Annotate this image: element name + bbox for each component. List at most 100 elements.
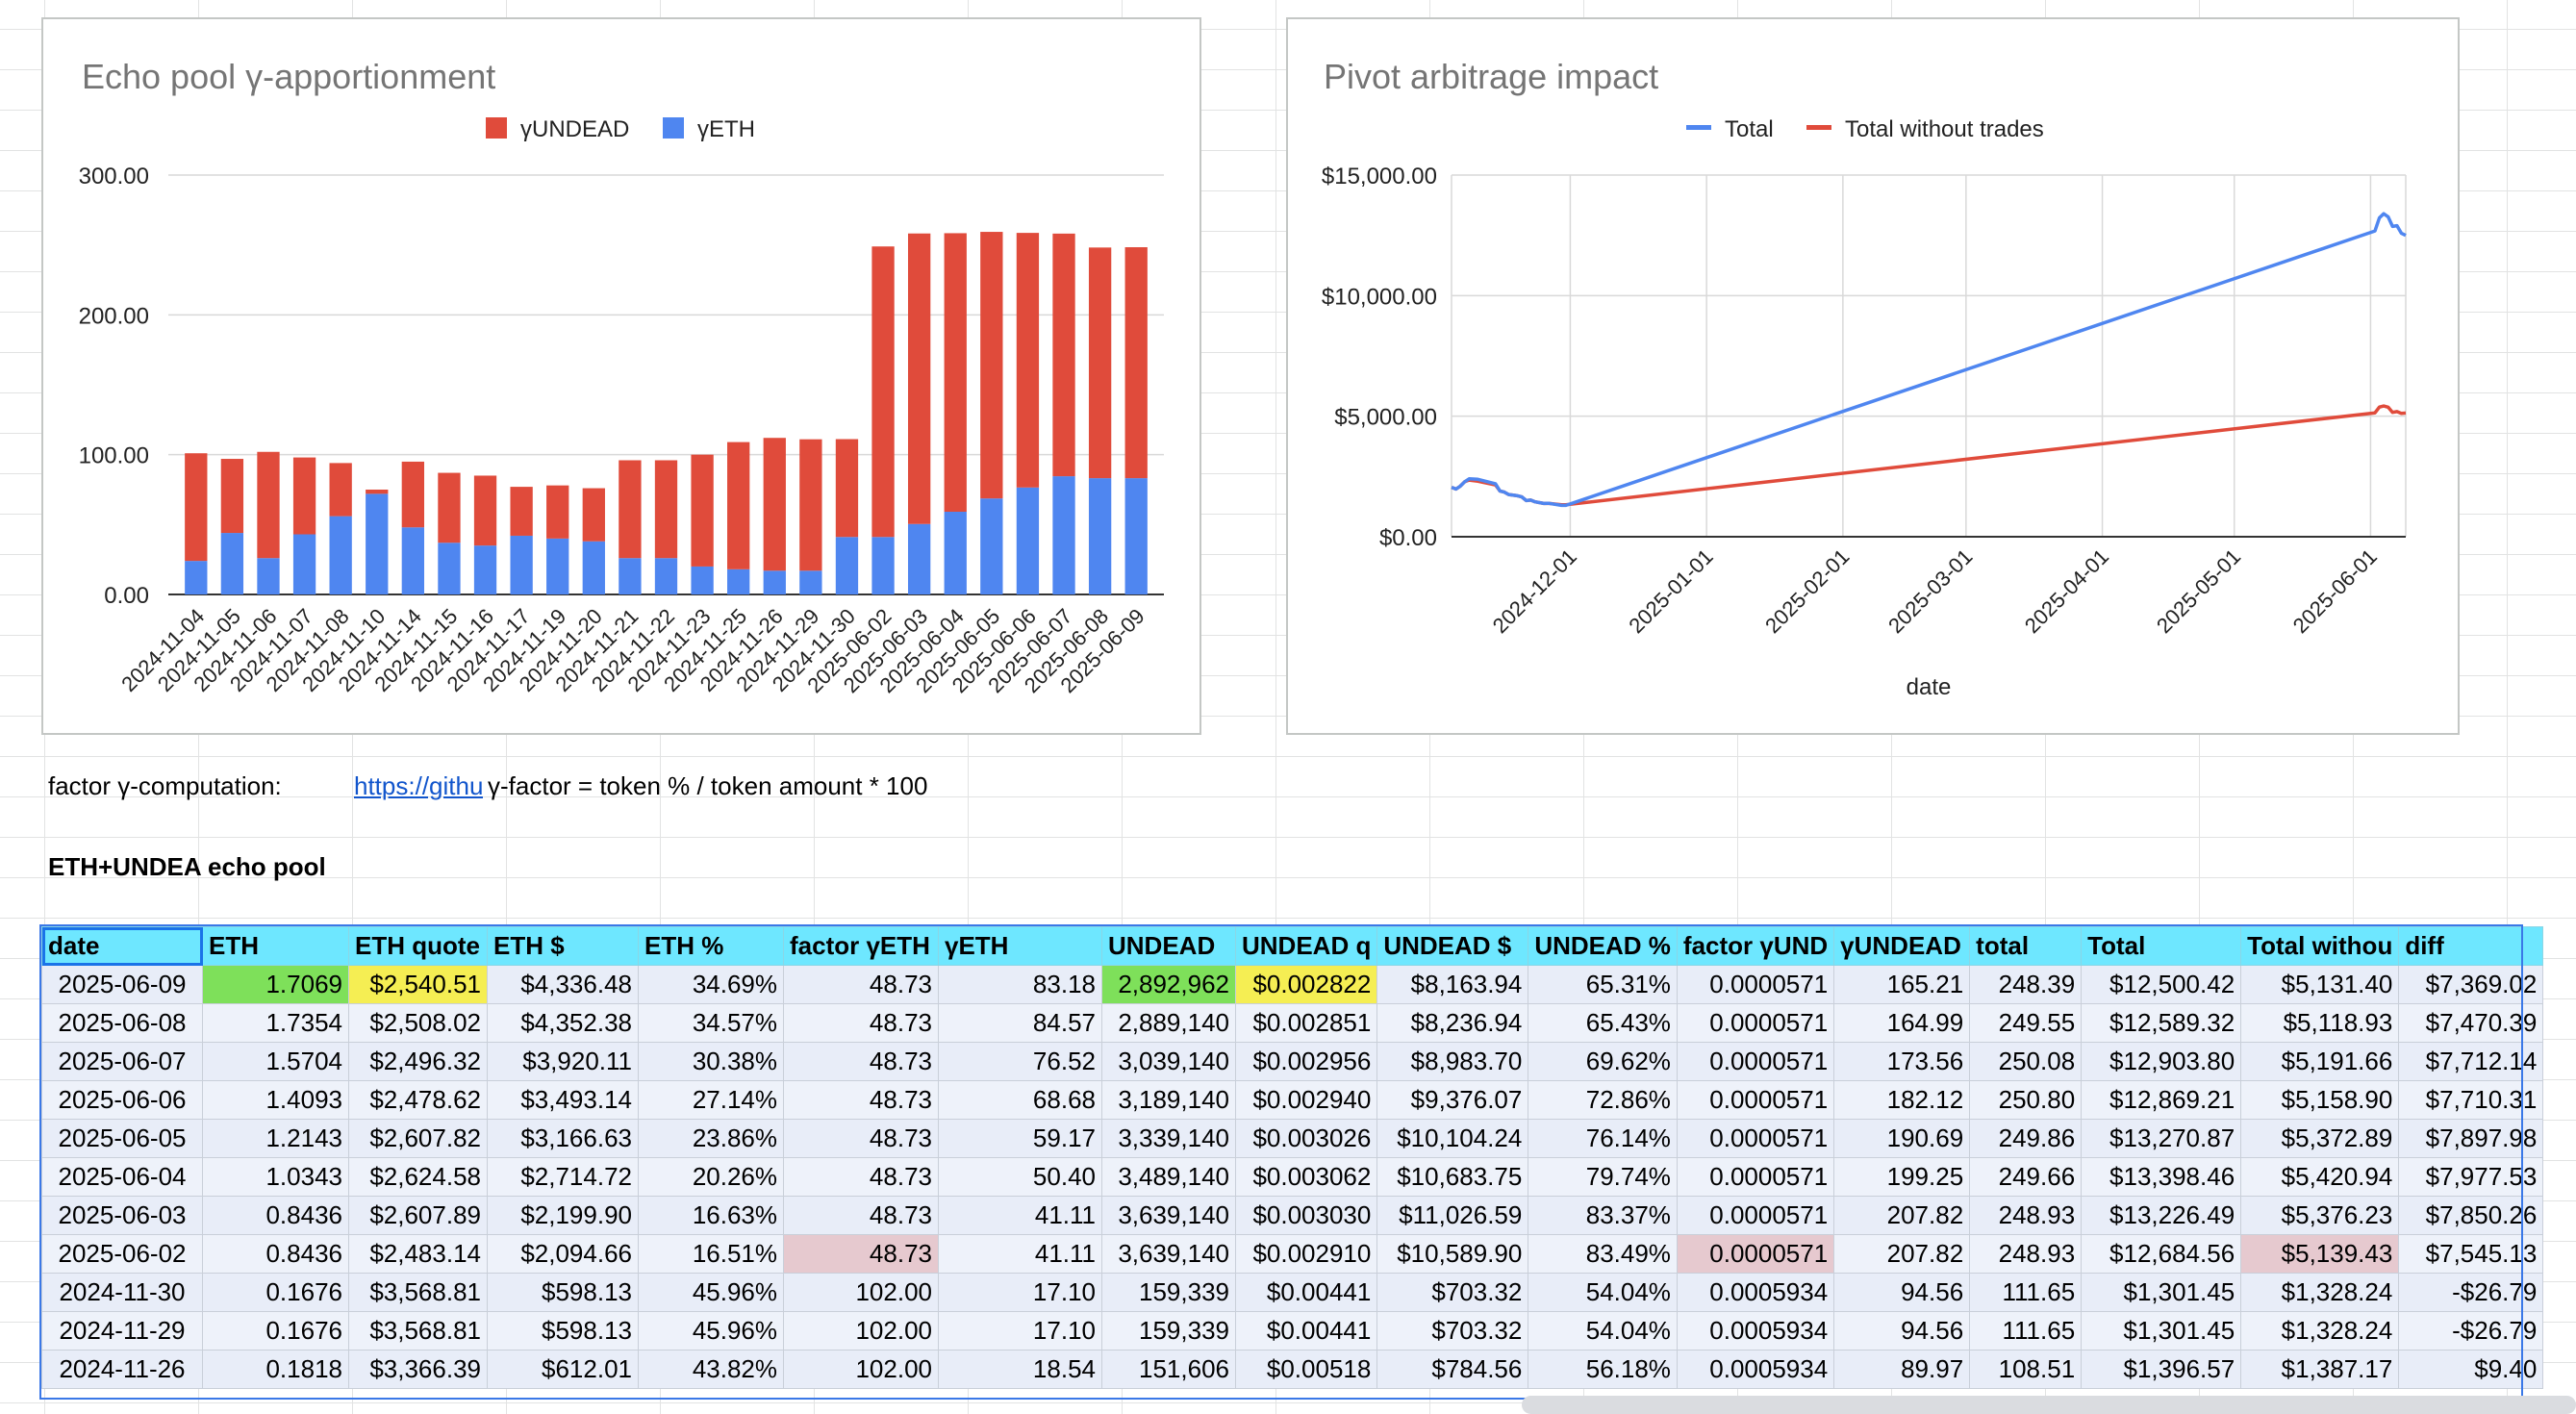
table-cell[interactable]: 41.11 xyxy=(939,1197,1102,1235)
table-cell[interactable]: $0.00441 xyxy=(1236,1274,1377,1312)
table-cell[interactable]: 83.49% xyxy=(1528,1235,1678,1274)
table-cell[interactable]: 30.38% xyxy=(639,1043,784,1081)
table-cell[interactable]: 207.82 xyxy=(1834,1235,1970,1274)
table-cell[interactable]: 54.04% xyxy=(1528,1274,1678,1312)
table-cell[interactable]: 89.97 xyxy=(1834,1351,1970,1389)
table-cell[interactable]: $3,366.39 xyxy=(349,1351,488,1389)
table-cell[interactable]: $0.003026 xyxy=(1236,1120,1377,1158)
table-cell[interactable]: 0.1818 xyxy=(203,1351,349,1389)
table-cell[interactable]: 0.0000571 xyxy=(1677,1043,1833,1081)
table-cell[interactable]: 250.80 xyxy=(1970,1081,2082,1120)
table-cell[interactable]: $7,710.31 xyxy=(2399,1081,2543,1120)
table-cell[interactable]: 249.86 xyxy=(1970,1120,2082,1158)
table-cell[interactable]: $5,118.93 xyxy=(2241,1004,2399,1043)
table-cell[interactable]: $13,270.87 xyxy=(2082,1120,2241,1158)
table-cell[interactable]: 0.0000571 xyxy=(1677,1004,1833,1043)
table-cell[interactable]: 2,892,962 xyxy=(1102,966,1236,1004)
column-header[interactable]: Total withou xyxy=(2241,927,2399,966)
table-cell[interactable]: $0.00518 xyxy=(1236,1351,1377,1389)
table-cell[interactable]: $7,977.53 xyxy=(2399,1158,2543,1197)
table-cell[interactable]: $5,158.90 xyxy=(2241,1081,2399,1120)
table-cell[interactable]: 0.1676 xyxy=(203,1274,349,1312)
column-header[interactable]: factor γETH xyxy=(784,927,939,966)
table-cell[interactable]: 48.73 xyxy=(784,1120,939,1158)
table-cell[interactable]: 2024-11-26 xyxy=(42,1351,203,1389)
table-cell[interactable]: 0.0000571 xyxy=(1677,1235,1833,1274)
table-cell[interactable]: 250.08 xyxy=(1970,1043,2082,1081)
table-cell[interactable]: $2,607.89 xyxy=(349,1197,488,1235)
table-cell[interactable]: 48.73 xyxy=(784,1197,939,1235)
table-cell[interactable]: 3,639,140 xyxy=(1102,1235,1236,1274)
table-cell[interactable]: 48.73 xyxy=(784,966,939,1004)
table-cell[interactable]: $13,398.46 xyxy=(2082,1158,2241,1197)
table-cell[interactable]: 249.55 xyxy=(1970,1004,2082,1043)
table-cell[interactable]: 0.8436 xyxy=(203,1235,349,1274)
table-cell[interactable]: $10,104.24 xyxy=(1377,1120,1528,1158)
table-cell[interactable]: 16.51% xyxy=(639,1235,784,1274)
table-cell[interactable]: 65.43% xyxy=(1528,1004,1678,1043)
table-cell[interactable]: -$26.79 xyxy=(2399,1312,2543,1351)
table-cell[interactable]: 0.0000571 xyxy=(1677,1158,1833,1197)
table-cell[interactable]: 2025-06-09 xyxy=(42,966,203,1004)
table-cell[interactable]: 43.82% xyxy=(639,1351,784,1389)
table-cell[interactable]: 2025-06-07 xyxy=(42,1043,203,1081)
table-cell[interactable]: $5,420.94 xyxy=(2241,1158,2399,1197)
table-cell[interactable]: 0.8436 xyxy=(203,1197,349,1235)
table-cell[interactable]: 0.0005934 xyxy=(1677,1312,1833,1351)
table-cell[interactable]: 2024-11-30 xyxy=(42,1274,203,1312)
table-cell[interactable]: 20.26% xyxy=(639,1158,784,1197)
table-cell[interactable]: $13,226.49 xyxy=(2082,1197,2241,1235)
table-cell[interactable]: 34.57% xyxy=(639,1004,784,1043)
table-cell[interactable]: $4,352.38 xyxy=(488,1004,639,1043)
column-header[interactable]: UNDEAD q xyxy=(1236,927,1377,966)
table-cell[interactable]: 94.56 xyxy=(1834,1312,1970,1351)
table-cell[interactable]: 2025-06-02 xyxy=(42,1235,203,1274)
table-cell[interactable]: 1.7069 xyxy=(203,966,349,1004)
table-cell[interactable]: 159,339 xyxy=(1102,1312,1236,1351)
table-cell[interactable]: -$26.79 xyxy=(2399,1274,2543,1312)
table-cell[interactable]: 2025-06-03 xyxy=(42,1197,203,1235)
table-cell[interactable]: 76.14% xyxy=(1528,1120,1678,1158)
arbitrage-impact-chart[interactable]: Pivot arbitrage impact Total Total without… xyxy=(1286,17,2460,735)
table-cell[interactable]: 48.73 xyxy=(784,1158,939,1197)
table-cell[interactable]: $3,166.63 xyxy=(488,1120,639,1158)
table-cell[interactable]: 2025-06-05 xyxy=(42,1120,203,1158)
table-cell[interactable]: $10,683.75 xyxy=(1377,1158,1528,1197)
table-cell[interactable]: $0.002910 xyxy=(1236,1235,1377,1274)
table-cell[interactable]: $2,496.32 xyxy=(349,1043,488,1081)
table-cell[interactable]: $2,607.82 xyxy=(349,1120,488,1158)
table-cell[interactable]: 17.10 xyxy=(939,1312,1102,1351)
table-cell[interactable]: $4,336.48 xyxy=(488,966,639,1004)
table-cell[interactable]: 45.96% xyxy=(639,1274,784,1312)
column-header[interactable]: date xyxy=(42,927,203,966)
table-cell[interactable]: 1.2143 xyxy=(203,1120,349,1158)
table-cell[interactable]: $12,869.21 xyxy=(2082,1081,2241,1120)
table-cell[interactable]: 3,489,140 xyxy=(1102,1158,1236,1197)
table-cell[interactable]: $1,328.24 xyxy=(2241,1312,2399,1351)
horizontal-scrollbar[interactable] xyxy=(1522,1396,2576,1414)
table-cell[interactable]: 34.69% xyxy=(639,966,784,1004)
table-cell[interactable]: 111.65 xyxy=(1970,1274,2082,1312)
table-cell[interactable]: 59.17 xyxy=(939,1120,1102,1158)
column-header[interactable]: ETH % xyxy=(639,927,784,966)
column-header[interactable]: total xyxy=(1970,927,2082,966)
table-cell[interactable]: 27.14% xyxy=(639,1081,784,1120)
table-cell[interactable]: 48.73 xyxy=(784,1043,939,1081)
table-cell[interactable]: 249.66 xyxy=(1970,1158,2082,1197)
table-cell[interactable]: 48.73 xyxy=(784,1235,939,1274)
table-cell[interactable]: $7,470.39 xyxy=(2399,1004,2543,1043)
table-cell[interactable]: 18.54 xyxy=(939,1351,1102,1389)
table-cell[interactable]: 1.0343 xyxy=(203,1158,349,1197)
table-cell[interactable]: $10,589.90 xyxy=(1377,1235,1528,1274)
table-cell[interactable]: $1,301.45 xyxy=(2082,1312,2241,1351)
table-cell[interactable]: $5,139.43 xyxy=(2241,1235,2399,1274)
table-cell[interactable]: $703.32 xyxy=(1377,1312,1528,1351)
table-cell[interactable]: 72.86% xyxy=(1528,1081,1678,1120)
table-cell[interactable]: $1,387.17 xyxy=(2241,1351,2399,1389)
table-cell[interactable]: $11,026.59 xyxy=(1377,1197,1528,1235)
table-cell[interactable]: 0.1676 xyxy=(203,1312,349,1351)
table-cell[interactable]: 0.0000571 xyxy=(1677,1197,1833,1235)
table-cell[interactable]: 2025-06-04 xyxy=(42,1158,203,1197)
table-cell[interactable]: 207.82 xyxy=(1834,1197,1970,1235)
table-cell[interactable]: $1,328.24 xyxy=(2241,1274,2399,1312)
